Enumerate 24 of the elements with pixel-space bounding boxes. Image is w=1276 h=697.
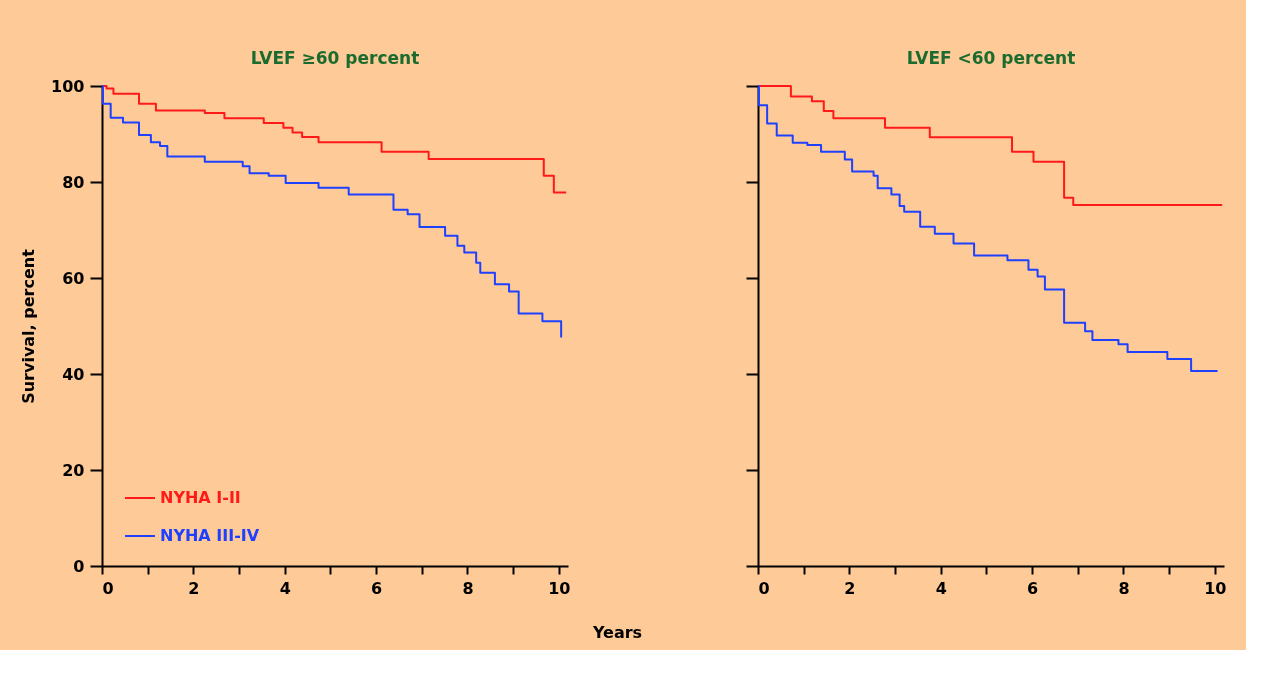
x-tick-label: 0	[758, 578, 770, 598]
y-tick-label: 20	[62, 460, 85, 480]
legend-label: NYHA I-II	[160, 488, 241, 507]
y-tick-label: 80	[62, 172, 85, 192]
x-tick-label: 8	[462, 578, 474, 598]
y-tick-label: 40	[62, 364, 85, 384]
y-tick-label: 0	[73, 556, 85, 576]
x-tick-label: 10	[1204, 578, 1227, 598]
x-tick-label: 0	[102, 578, 114, 598]
x-tick-label: 2	[188, 578, 200, 598]
y-tick-label: 60	[62, 268, 85, 288]
chart-title: LVEF <60 percent	[906, 48, 1076, 68]
x-tick-label: 10	[548, 578, 571, 598]
x-tick-label: 8	[1118, 578, 1130, 598]
chart-title: LVEF ≥60 percent	[250, 48, 420, 68]
x-tick-label: 4	[935, 578, 947, 598]
x-tick-label: 6	[1027, 578, 1039, 598]
y-axis-title: Survival, percent	[19, 248, 39, 404]
legend-label: NYHA III-IV	[160, 526, 260, 545]
x-tick-label: 4	[279, 578, 291, 598]
x-axis-title: Years	[591, 622, 643, 642]
x-tick-label: 2	[844, 578, 856, 598]
x-tick-label: 6	[371, 578, 383, 598]
y-tick-label: 100	[51, 76, 85, 96]
